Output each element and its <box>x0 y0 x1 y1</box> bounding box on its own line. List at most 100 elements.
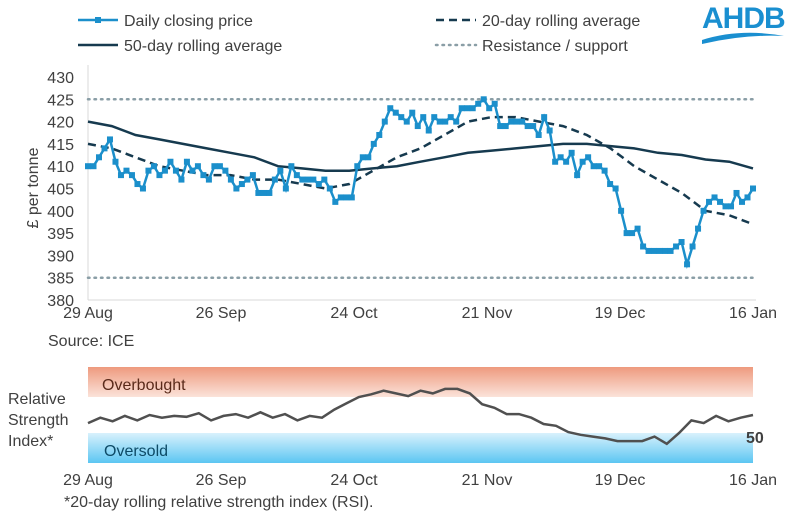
y-tick-label: 395 <box>47 226 74 243</box>
price-point <box>161 167 168 174</box>
price-point <box>673 243 680 250</box>
footnote: *20-day rolling relative strength index … <box>64 494 374 511</box>
rsi-last-value: 50 <box>746 430 764 447</box>
price-point <box>535 131 542 138</box>
price-point <box>706 198 713 205</box>
rsi-x-tick-label: 29 Aug <box>63 472 113 489</box>
price-point <box>645 247 652 254</box>
price-point <box>359 154 366 161</box>
price-point <box>590 163 597 170</box>
price-point <box>546 127 553 134</box>
price-point <box>464 105 471 112</box>
price-point <box>425 127 432 134</box>
price-point <box>381 118 388 125</box>
x-tick-label: 16 Jan <box>729 305 777 322</box>
rsi-line <box>87 387 754 446</box>
price-point <box>662 247 669 254</box>
price-point <box>585 154 592 161</box>
source-note: Source: ICE <box>48 333 135 350</box>
price-point <box>348 194 355 201</box>
price-point <box>205 176 212 183</box>
price-point <box>607 181 614 188</box>
y-tick-label: 405 <box>47 182 74 199</box>
price-point <box>436 118 443 125</box>
price-point <box>574 172 581 179</box>
price-point <box>563 158 570 165</box>
price-point <box>519 118 526 125</box>
price-point <box>293 172 300 179</box>
price-point <box>392 109 399 116</box>
y-tick-label: 410 <box>47 159 74 176</box>
price-point <box>447 114 454 121</box>
y-tick-label: 380 <box>47 293 74 310</box>
price-point <box>733 189 740 196</box>
price-point <box>403 118 410 125</box>
rsi-label-line: Relative <box>8 391 66 408</box>
price-point <box>167 158 174 165</box>
price-point <box>304 176 311 183</box>
x-tick-label: 19 Dec <box>595 305 646 322</box>
x-tick-label: 24 Oct <box>330 305 378 322</box>
price-point <box>717 198 724 205</box>
price-point <box>117 172 124 179</box>
price-point <box>508 118 515 125</box>
price-point <box>95 154 102 161</box>
logo-swoosh <box>702 32 784 44</box>
price-point <box>106 136 113 143</box>
price-point <box>288 163 295 170</box>
price-point <box>277 167 284 174</box>
overbought-label: Overbought <box>102 377 186 394</box>
price-point <box>222 167 229 174</box>
price-point <box>123 167 130 174</box>
price-point <box>601 167 608 174</box>
price-point <box>128 172 135 179</box>
price-point <box>365 154 372 161</box>
20-day-average-line <box>87 115 754 226</box>
price-point <box>227 176 234 183</box>
price-point <box>612 185 619 192</box>
price-point <box>568 149 575 156</box>
price-point <box>398 114 405 121</box>
rsi-x-tick-label: 19 Dec <box>595 472 646 489</box>
legend-20day-label: 20-day rolling average <box>482 13 640 30</box>
price-point <box>282 185 289 192</box>
price-point <box>244 176 251 183</box>
price-point <box>343 194 350 201</box>
price-point <box>596 163 603 170</box>
price-point <box>326 185 333 192</box>
price-point <box>530 123 537 130</box>
price-point <box>337 194 344 201</box>
price-point <box>266 189 273 196</box>
legend-price-marker <box>95 17 101 23</box>
y-tick-label: 425 <box>47 92 74 109</box>
x-tick-label: 29 Aug <box>63 305 113 322</box>
price-point <box>156 172 163 179</box>
price-point <box>486 105 493 112</box>
price-point <box>101 145 108 152</box>
x-tick-label: 26 Sep <box>196 305 247 322</box>
price-point <box>497 123 504 130</box>
price-point <box>354 163 361 170</box>
price-point <box>315 181 322 188</box>
price-point <box>299 176 306 183</box>
price-point <box>409 109 416 116</box>
price-point <box>321 176 328 183</box>
price-point <box>557 154 564 161</box>
price-point <box>524 123 531 130</box>
price-point <box>233 185 240 192</box>
price-point <box>431 114 438 121</box>
price-point <box>552 158 559 165</box>
price-point <box>640 243 647 250</box>
rsi-label-line: Index* <box>8 433 53 450</box>
y-tick-label: 420 <box>47 115 74 132</box>
price-point <box>376 131 383 138</box>
price-point <box>249 172 256 179</box>
price-point <box>684 261 691 268</box>
price-point <box>172 167 179 174</box>
price-point <box>271 176 278 183</box>
price-point <box>623 230 630 237</box>
y-tick-label: 430 <box>47 70 74 87</box>
price-point <box>189 167 196 174</box>
